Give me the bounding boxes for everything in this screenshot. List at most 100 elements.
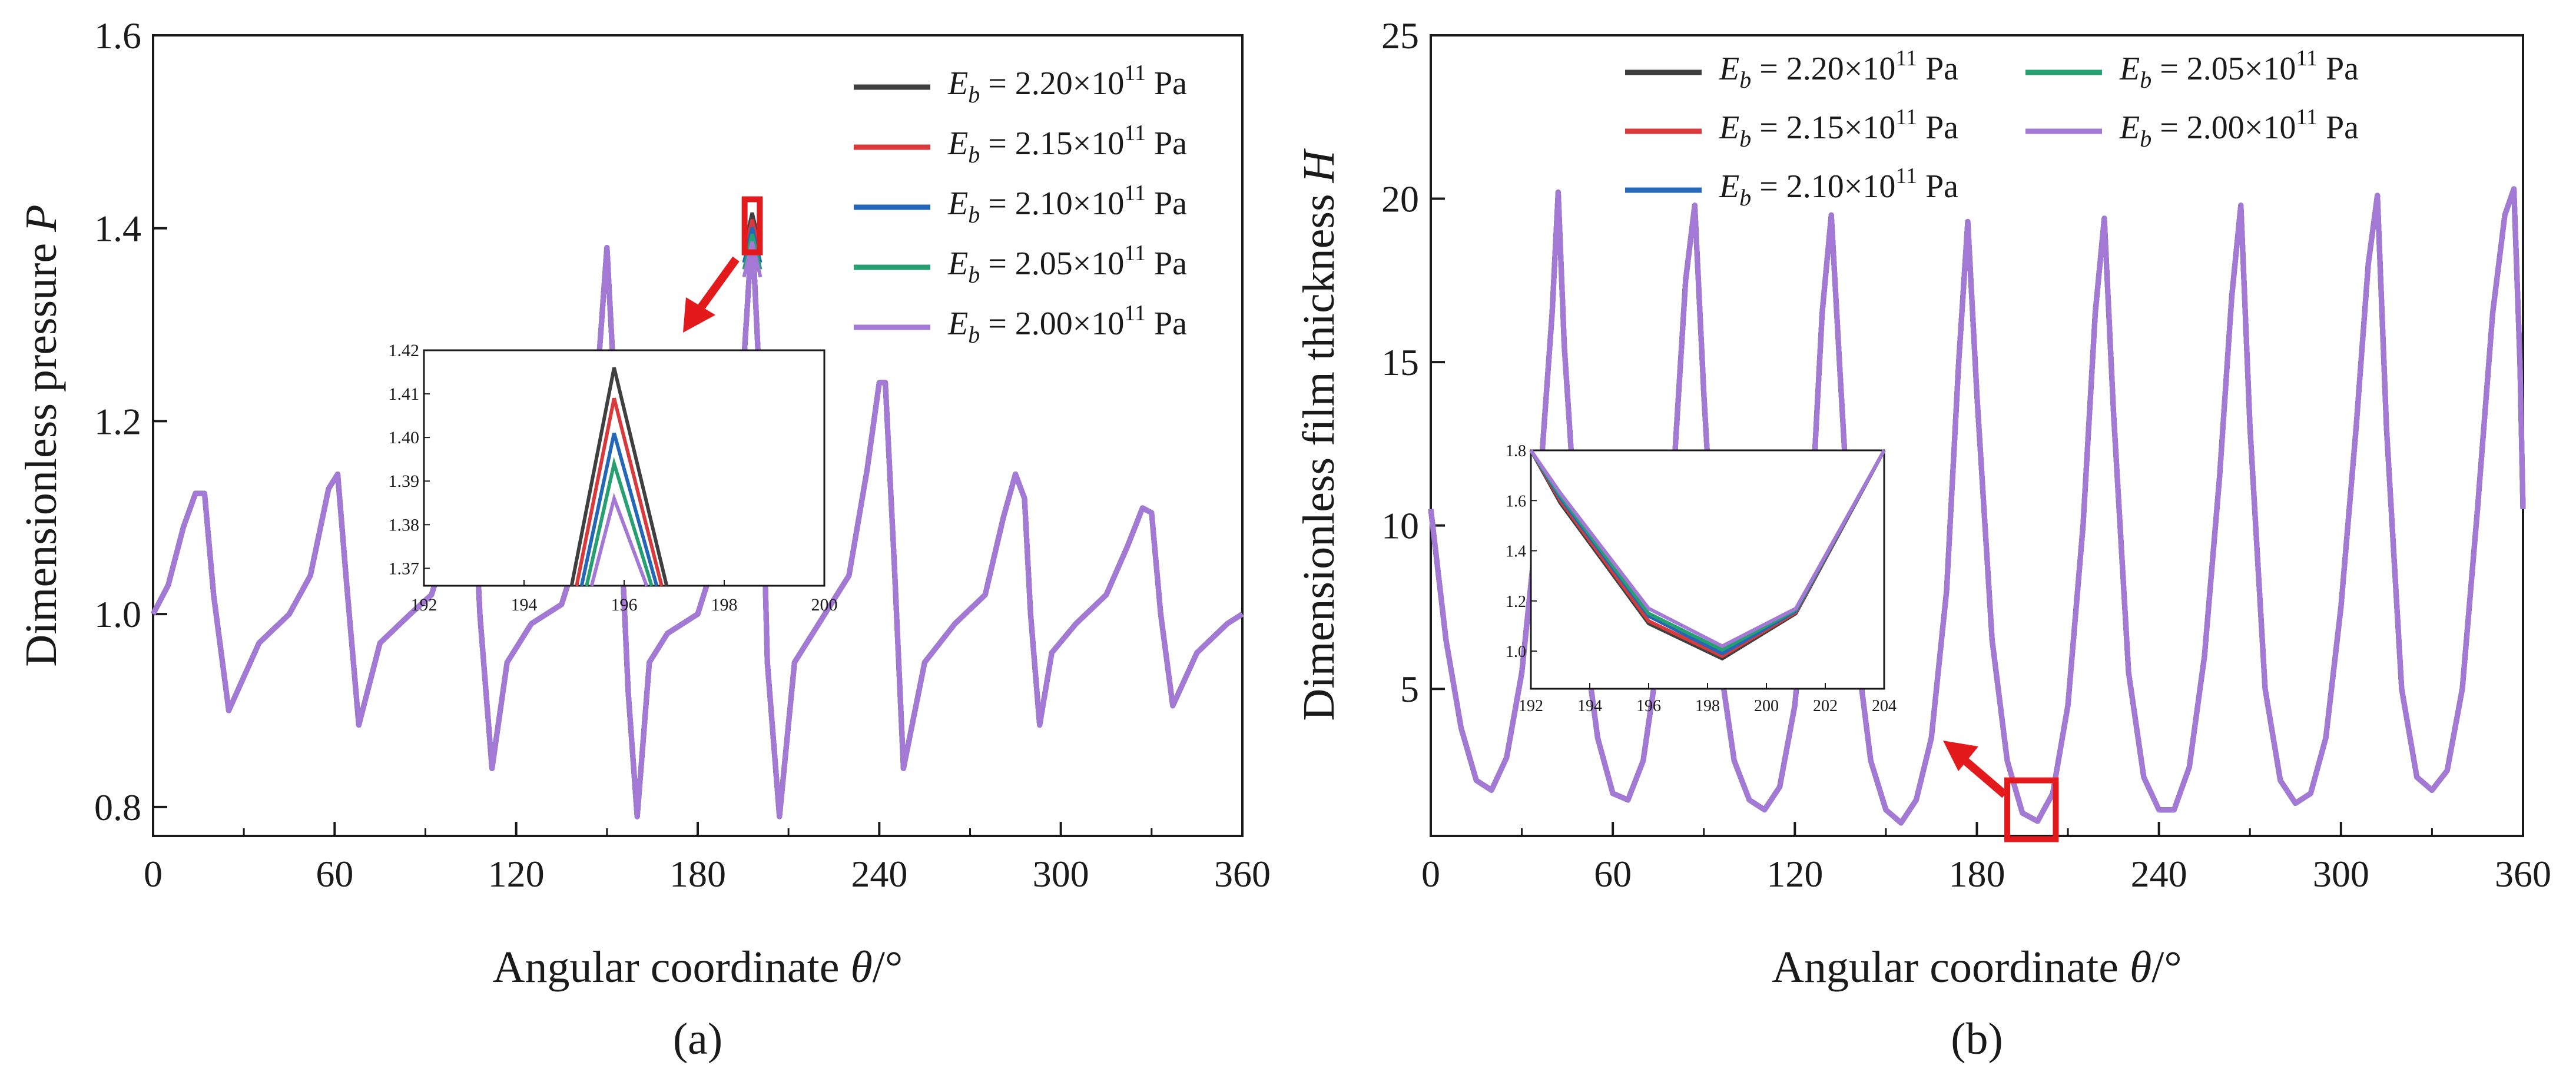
inset-b: 192 194 196 198 200 202 204 1.0 1.2 1.4 1.6 1.8 <box>1506 442 1897 715</box>
inset-series-Eb200 <box>1529 449 1886 648</box>
legend-unit: Pa <box>2318 51 2359 87</box>
legend-unit: Pa <box>2318 109 2359 146</box>
legend-unit: Pa <box>1917 168 1958 205</box>
x-axis-label: Angular coordinate θ/° <box>493 942 903 992</box>
inset-series-Eb220 <box>569 367 669 586</box>
x-tick-label: 120 <box>1766 853 1823 895</box>
legend-symbol: E <box>947 306 968 342</box>
y-axis-label: Dimensionless film thickness H <box>1294 148 1344 721</box>
legend-subscript: b <box>2140 67 2151 93</box>
legend-label-0: Eb = 2.20×1011 Pa <box>947 61 1187 108</box>
inset-y-tick-label: 1.6 <box>1506 492 1526 510</box>
legend-label-4: Eb = 2.00×1011 Pa <box>2119 105 2359 152</box>
inset-x-tick-label: 194 <box>511 595 538 615</box>
series-b-Eb200 <box>1428 186 2526 826</box>
inset-y-tick-label: 1.37 <box>389 559 420 578</box>
x-tick-label: 0 <box>1421 853 1440 895</box>
x-axis-label-text: Angular coordinate <box>1772 942 2130 992</box>
y-axis-label-symbol: P <box>16 204 66 232</box>
inset-y-tick-label: 1.41 <box>389 384 420 404</box>
inset-x-tick-label: 196 <box>611 595 638 615</box>
legend-exponent: 11 <box>1124 181 1146 205</box>
legend-value: = 2.05×10 <box>2151 51 2296 87</box>
legend-symbol: E <box>1719 168 1739 205</box>
x-tick-label: 60 <box>316 853 353 895</box>
legend-value: = 2.10×10 <box>980 185 1124 222</box>
legend-label-2: Eb = 2.10×1011 Pa <box>1719 164 1958 211</box>
legend-exponent: 11 <box>1124 301 1146 326</box>
legend-value: = 2.20×10 <box>1751 51 1895 87</box>
legend-subscript: b <box>1739 67 1751 93</box>
legend-unit: Pa <box>1146 306 1187 342</box>
x-tick-label: 120 <box>488 853 545 895</box>
x-axis-label-unit: /° <box>2151 942 2182 992</box>
inset-x-tick-label: 202 <box>1813 697 1838 715</box>
inset-series-Eb205 <box>585 456 654 586</box>
inset-y-tick-label: 1.0 <box>1506 643 1526 661</box>
legend-exponent: 11 <box>2296 105 2318 130</box>
x-axis-label-text: Angular coordinate <box>493 942 851 992</box>
x-tick-label: 180 <box>1949 853 2005 895</box>
highlight-arrow <box>694 256 740 315</box>
legend-exponent: 11 <box>1895 46 1917 71</box>
legend-value: = 2.15×10 <box>1751 109 1895 146</box>
x-axis-label-unit: /° <box>873 942 903 992</box>
peak-mark-Eb200 <box>742 241 762 278</box>
legend-unit: Pa <box>1146 245 1187 282</box>
inset-x-tick-label: 204 <box>1872 697 1897 715</box>
inset-x-tick-label: 198 <box>1695 697 1720 715</box>
inset-series-Eb200 <box>589 492 649 587</box>
inset-x-tick-label: 196 <box>1636 697 1661 715</box>
legend-value: = 2.10×10 <box>1751 168 1895 205</box>
highlight-arrow <box>1961 756 2008 798</box>
legend-subscript: b <box>1739 184 1751 211</box>
y-axis-label: Dimensionless pressure P <box>16 204 66 666</box>
highlight-arrowhead <box>683 297 715 333</box>
inset-y-tick-label: 1.8 <box>1506 442 1526 460</box>
legend-symbol: E <box>1719 51 1739 87</box>
legend-symbol: E <box>947 65 968 102</box>
x-tick-label: 60 <box>1594 853 1632 895</box>
legend-unit: Pa <box>1146 65 1187 102</box>
y-tick-label: 1.4 <box>94 208 141 250</box>
y-axis-label-text: Dimensionless pressure <box>16 232 66 667</box>
legend-subscript: b <box>968 201 980 228</box>
y-tick-label: 10 <box>1381 505 1419 547</box>
y-tick-label: 25 <box>1381 15 1419 57</box>
panel-b: 0 60 120 180 240 300 360 5 10 15 20 25 Angular coord… <box>1294 15 2551 1064</box>
inset-y-tick-label: 1.38 <box>389 515 420 535</box>
panel-a: 0 60 120 180 240 300 360 0.8 1.0 1.2 1.4 1.6 Angular… <box>16 15 1271 1064</box>
y-tick-label: 0.8 <box>94 786 141 828</box>
legend-exponent: 11 <box>1124 121 1146 145</box>
x-tick-label: 240 <box>851 853 907 895</box>
legend-unit: Pa <box>1917 109 1958 146</box>
legend-exponent: 11 <box>1895 105 1917 130</box>
legend-unit: Pa <box>1146 125 1187 162</box>
highlight-box <box>741 196 763 255</box>
y-tick-label: 20 <box>1381 178 1419 220</box>
x-tick-label: 360 <box>1214 853 1271 895</box>
legend-label-2: Eb = 2.10×1011 Pa <box>947 181 1187 228</box>
x-tick-label: 0 <box>144 853 163 895</box>
legend-label-1: Eb = 2.15×1011 Pa <box>947 121 1187 168</box>
legend-exponent: 11 <box>1124 61 1146 85</box>
y-tick-label: 1.6 <box>94 15 141 57</box>
x-tick-label: 360 <box>2495 853 2551 895</box>
legend-exponent: 11 <box>1895 164 1917 188</box>
legend-label-0: Eb = 2.20×1011 Pa <box>1719 46 1958 93</box>
inset-x-tick-label: 200 <box>811 595 838 615</box>
panel-caption: (a) <box>673 1014 722 1064</box>
x-tick-label: 240 <box>2131 853 2187 895</box>
inset-x-tick-label: 192 <box>1519 697 1543 715</box>
legend-label-3: Eb = 2.05×1011 Pa <box>947 241 1187 288</box>
x-axis-label-symbol: θ <box>2130 942 2151 992</box>
x-tick-label: 300 <box>1033 853 1089 895</box>
inset-a: 192 194 196 198 200 1.37 1.38 1.39 1.40 1.41 1.42 <box>389 341 838 615</box>
inset-x-tick-label: 198 <box>711 595 738 615</box>
y-tick-label: 1.2 <box>94 400 141 442</box>
legend-value: = 2.05×10 <box>980 245 1124 282</box>
inset-series-Eb210 <box>579 432 659 586</box>
highlight-arrowhead <box>1943 741 1978 771</box>
